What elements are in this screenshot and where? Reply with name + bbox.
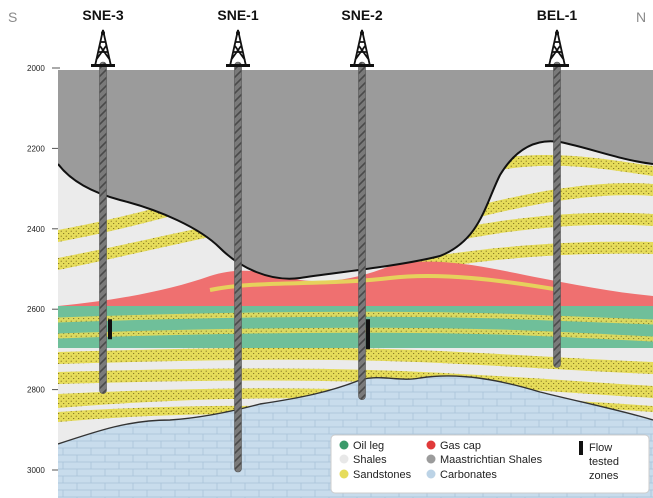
flow-tested-line2: tested bbox=[589, 456, 619, 468]
unconformity-line bbox=[58, 140, 653, 280]
legend-label: Oil leg bbox=[353, 440, 384, 452]
depth-tick-label: 2800 bbox=[27, 386, 45, 395]
direction-south: S bbox=[8, 9, 17, 25]
legend-swatch bbox=[339, 454, 349, 464]
flow-tested-line3: zones bbox=[589, 470, 619, 482]
well-sne-2: SNE-2 bbox=[341, 7, 383, 400]
legend-swatch bbox=[339, 440, 349, 450]
well-label: SNE-2 bbox=[341, 7, 382, 23]
depth-tick-label: 3000 bbox=[27, 466, 45, 475]
well-sne-1: SNE-1 bbox=[217, 7, 259, 473]
depth-tick-label: 2000 bbox=[27, 64, 45, 73]
well-bore bbox=[358, 61, 366, 400]
flow-tested-zone bbox=[108, 319, 112, 340]
gas-cap-zone bbox=[58, 261, 653, 306]
maastrichtian-shale-unit bbox=[58, 70, 653, 279]
flow-tested-marker bbox=[579, 441, 583, 455]
legend-swatch bbox=[426, 469, 436, 479]
well-bore bbox=[99, 61, 107, 394]
depth-axis: 2000 2200 2400 2600 2800 3000 bbox=[27, 64, 60, 475]
well-bore bbox=[553, 61, 561, 368]
reservoir-sand-streaks bbox=[58, 273, 653, 342]
legend-label: Sandstones bbox=[353, 469, 412, 481]
direction-north: N bbox=[636, 9, 646, 25]
legend-swatch bbox=[426, 454, 436, 464]
wells: SNE-3 SNE-1 SNE-2 BEL-1 bbox=[82, 7, 578, 473]
legend-label: Shales bbox=[353, 454, 387, 466]
well-bore bbox=[234, 61, 242, 473]
well-label: SNE-3 bbox=[82, 7, 123, 23]
geology-section bbox=[58, 70, 653, 498]
legend-label: Maastrichtian Shales bbox=[440, 454, 543, 466]
legend-label: Carbonates bbox=[440, 469, 497, 481]
derrick-icon bbox=[350, 29, 374, 67]
legend-label: Gas cap bbox=[440, 440, 481, 452]
depth-tick-label: 2400 bbox=[27, 225, 45, 234]
depth-tick-label: 2200 bbox=[27, 144, 45, 153]
legend-swatch bbox=[426, 440, 436, 450]
well-label: BEL-1 bbox=[537, 7, 578, 23]
legend-box bbox=[330, 434, 650, 494]
depth-tick-label: 2600 bbox=[27, 305, 45, 314]
flow-tested-zone bbox=[366, 333, 370, 350]
well-label: SNE-1 bbox=[217, 7, 258, 23]
well-sne-3: SNE-3 bbox=[82, 7, 124, 394]
legend: Oil leg Gas cap Shales Maastrichtian Shales… bbox=[330, 434, 650, 494]
legend-swatch bbox=[339, 469, 349, 479]
well-bel-1: BEL-1 bbox=[537, 7, 578, 368]
derrick-icon bbox=[91, 29, 115, 67]
derrick-icon bbox=[545, 29, 569, 67]
derrick-icon bbox=[226, 29, 250, 67]
flow-tested-line1: Flow bbox=[589, 442, 612, 454]
flow-tested-zone bbox=[366, 319, 370, 336]
